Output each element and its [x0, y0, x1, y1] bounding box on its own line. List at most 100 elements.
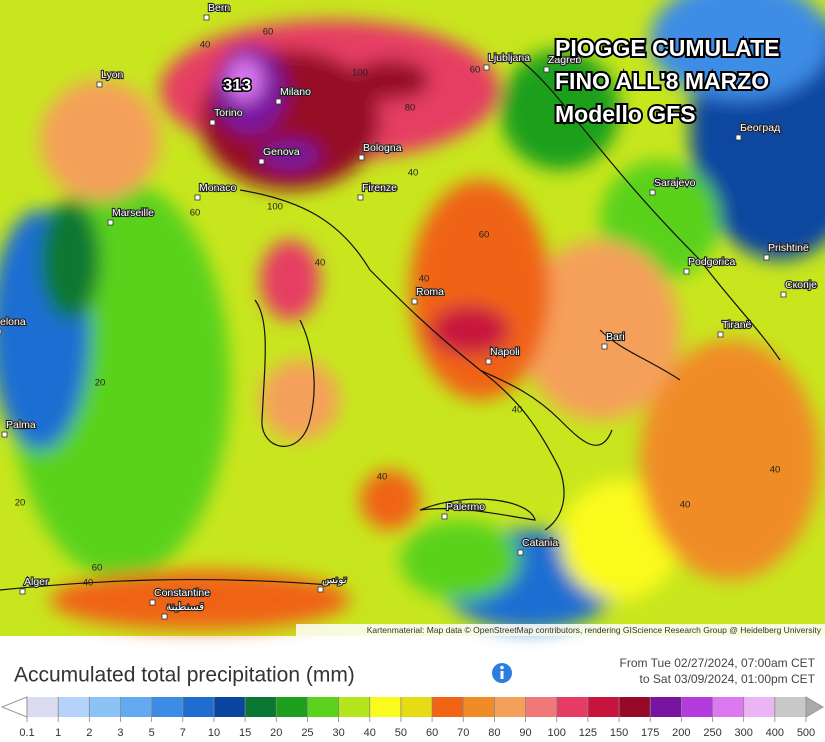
contour-labels: 313 60 40 100 60 80 40 100 60 40 60 40 20 40 40 40 40 60 4… — [15, 27, 781, 589]
city-dot — [763, 254, 770, 261]
colorbar-tick-label: 10 — [208, 727, 220, 739]
city-dot — [1, 431, 8, 438]
colorbar-swatch — [432, 697, 464, 717]
colorbar-swatch — [587, 697, 620, 717]
city-label: Zagreb — [548, 54, 581, 66]
contour-label: 100 — [352, 68, 368, 79]
city-label: Tiranë — [722, 319, 752, 331]
contour-label: 40 — [408, 168, 419, 179]
contour-label: 60 — [470, 65, 481, 76]
colorbar-tick-label: 175 — [641, 727, 659, 739]
city-label: Milano — [280, 86, 311, 98]
colorbar-swatch — [525, 697, 558, 717]
contour-label: 40 — [315, 258, 326, 269]
colorbar-swatch — [245, 697, 277, 717]
city-label: Torino — [214, 107, 243, 119]
city-label: Marseille — [112, 207, 154, 219]
city-dot — [317, 586, 324, 593]
city-dot — [517, 549, 524, 556]
colorbar-swatch — [182, 697, 215, 717]
city-dot — [275, 98, 282, 105]
city-dot — [543, 66, 550, 73]
title-line: FINO ALL'8 MARZO — [555, 68, 769, 94]
contour-label: 40 — [512, 405, 523, 416]
colorbar-swatch — [681, 697, 714, 717]
period-start: From Tue 02/27/2024, 07:00am CET — [620, 656, 816, 670]
city-dot — [649, 189, 656, 196]
colorbar-tick-label: 25 — [301, 727, 313, 739]
city-dot — [258, 158, 265, 165]
colorbar-tick-label: 125 — [579, 727, 597, 739]
city-dot — [149, 599, 156, 606]
colorbar-tick-label: 250 — [703, 727, 721, 739]
city-label: Lyon — [101, 69, 124, 81]
colorbar-swatch — [338, 697, 371, 717]
city-label: Sarajevo — [654, 177, 696, 189]
legend-title: Accumulated total precipitation (mm) — [14, 664, 355, 687]
colorbar-swatch — [619, 697, 651, 717]
city-label: Monaco — [199, 182, 237, 194]
city-dot — [0, 328, 2, 335]
city-label: Prishtinë — [768, 242, 809, 254]
city-dot — [441, 513, 448, 520]
city-dot — [209, 119, 216, 126]
colorbar-tick-label: 100 — [548, 727, 566, 739]
attribution-bg — [296, 624, 825, 636]
colorbar-swatch — [151, 697, 184, 717]
colorbar-tick-label: 1 — [55, 727, 61, 739]
city-label: Bari — [606, 331, 625, 343]
colorbar-tick-label: 5 — [149, 727, 155, 739]
period-end: to Sat 03/09/2024, 01:00pm CET — [640, 672, 816, 686]
city-dot — [483, 64, 490, 71]
contour-label: 40 — [83, 578, 94, 589]
city-label: Bern — [208, 2, 230, 14]
city-label: Palermo — [446, 501, 485, 513]
title-line: Modello GFS — [555, 101, 696, 127]
colorbar-tick-label: 2 — [86, 727, 92, 739]
contour-label: 40 — [680, 500, 691, 511]
colorbar-tick-label: 15 — [239, 727, 251, 739]
title-line: PIOGGE CUMULATE — [555, 35, 779, 61]
colorbar-tick-label: 300 — [735, 727, 753, 739]
contour-label: 40 — [770, 465, 781, 476]
city-label: Napoli — [490, 346, 520, 358]
contour-label: 60 — [92, 563, 103, 574]
city-label: Alger — [24, 576, 49, 588]
city-label: Bologna — [363, 142, 402, 154]
colorbar-swatch — [774, 697, 807, 717]
city-dot — [19, 588, 26, 595]
colorbar-swatch — [120, 697, 153, 717]
contour-label: 40 — [200, 40, 211, 51]
city-dot — [411, 298, 418, 305]
overlay-title: PIOGGE CUMULATE FINO ALL'8 MARZO Modello… — [553, 33, 781, 129]
contour-label: 60 — [479, 230, 490, 241]
city-dot — [683, 268, 690, 275]
contour-label: 80 — [405, 103, 416, 114]
city-dot — [161, 613, 168, 620]
colorbar-swatch — [307, 697, 340, 717]
coastlines — [0, 59, 781, 591]
colorbar-tick-label: 200 — [672, 727, 690, 739]
colorbar-tick-label: 40 — [364, 727, 376, 739]
attribution: Kartenmaterial: Map data © OpenStreetMap… — [367, 625, 822, 635]
contour-label: 100 — [267, 202, 283, 213]
city-label: Genova — [263, 146, 300, 158]
colorbar-swatch — [712, 697, 745, 717]
contour-label: 60 — [263, 27, 274, 38]
city-dot — [107, 219, 114, 226]
city-dot — [357, 194, 364, 201]
contour-label: 313 — [223, 75, 251, 94]
info-icon[interactable] — [492, 663, 512, 683]
colorbar-swatch — [27, 697, 59, 717]
colorbar-swatch — [494, 697, 527, 717]
colorbar-tick-label: 3 — [117, 727, 123, 739]
contour-label: 40 — [419, 274, 430, 285]
colorbar-swatch — [58, 697, 90, 717]
colorbar: 0.1 1 2 3 5 7 10 15 20 25 30 40 50 60 70 80 90 100 125 150 1… — [0, 696, 824, 739]
city-dot — [358, 154, 365, 161]
colorbar-swatch — [650, 697, 682, 717]
colorbar-tick-label: 30 — [332, 727, 344, 739]
colorbar-tick-label: 20 — [270, 727, 282, 739]
city-dot — [96, 81, 103, 88]
